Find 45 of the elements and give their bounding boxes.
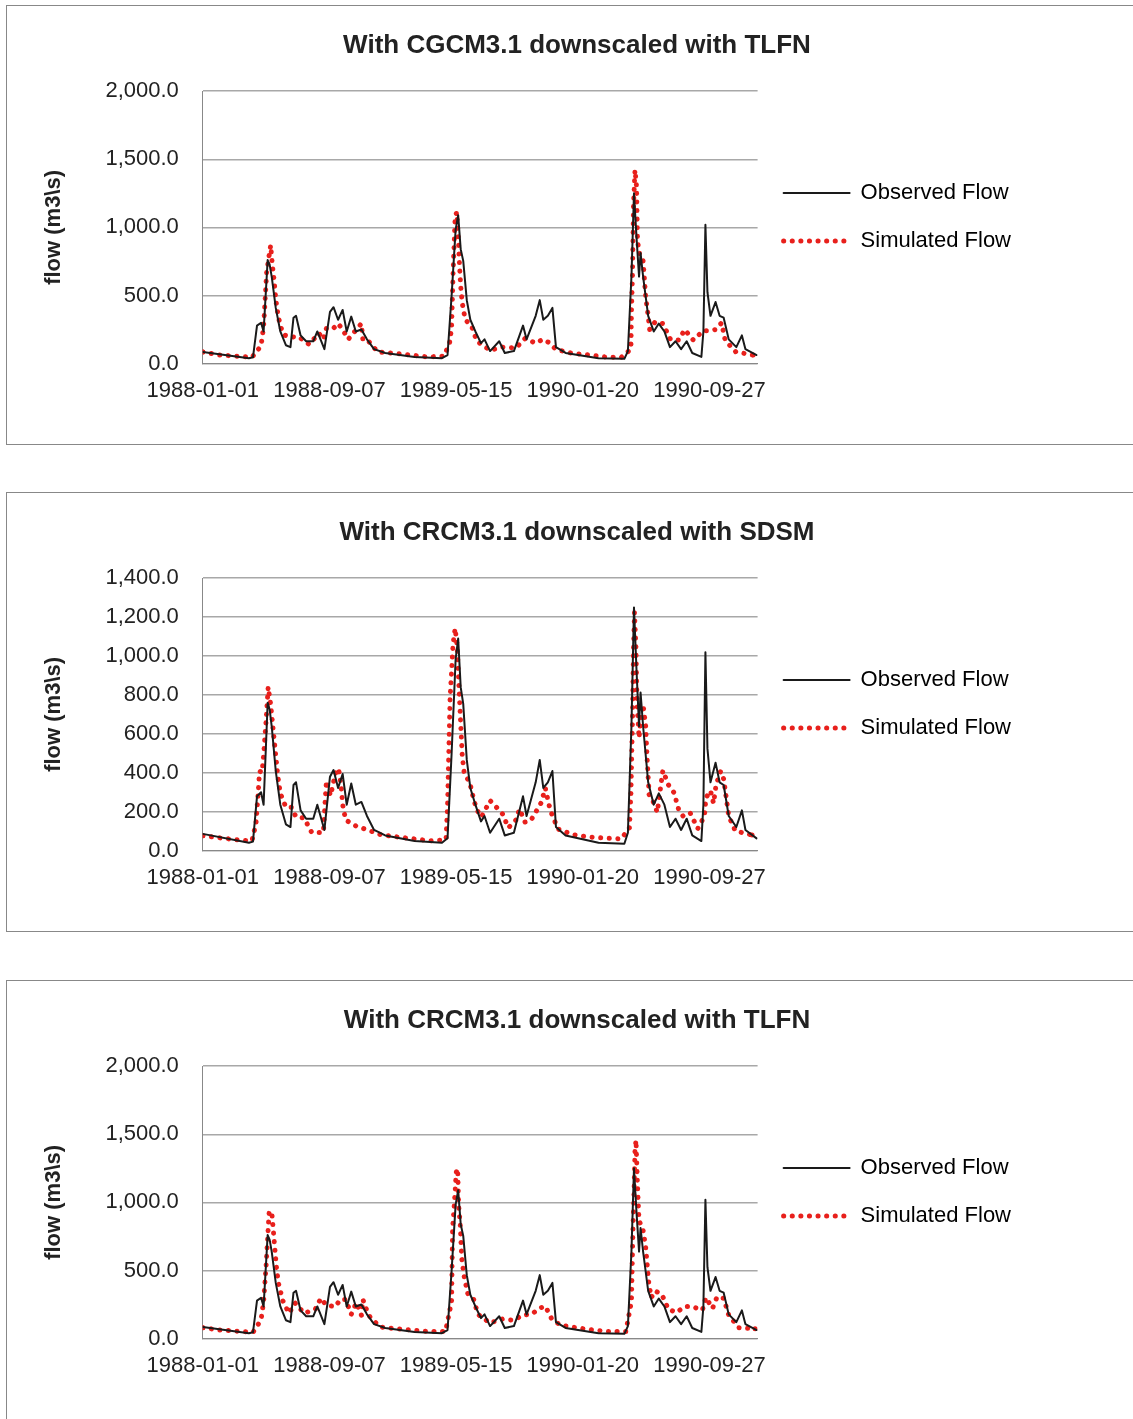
x-tick-label: 1988-01-01 — [146, 863, 260, 889]
x-tick-label: 1988-01-01 — [146, 1351, 260, 1377]
y-tick-label: 1,000.0 — [105, 642, 179, 668]
x-tick-label: 1990-01-20 — [526, 376, 640, 402]
legend-label: Observed Flow — [860, 666, 1009, 692]
x-tick-label: 1988-09-07 — [273, 376, 386, 402]
y-tick-label: 1,400.0 — [105, 564, 179, 590]
y-axis-title: flow (m3\s) — [40, 169, 66, 285]
y-tick-label: 0.0 — [148, 1324, 179, 1350]
x-tick-label: 1990-01-20 — [526, 1351, 640, 1377]
legend-label: Observed Flow — [860, 179, 1009, 205]
y-tick-label: 1,500.0 — [105, 1120, 179, 1146]
y-axis-title: flow (m3\s) — [40, 1144, 66, 1260]
y-tick-label: 2,000.0 — [105, 77, 179, 103]
chart-title: With CRCM3.1 downscaled with SDSM — [339, 515, 815, 546]
y-tick-label: 500.0 — [123, 1256, 179, 1282]
x-tick-label: 1989-05-15 — [399, 863, 513, 889]
chart-title: With CRCM3.1 downscaled with TLFN — [343, 1003, 811, 1034]
x-tick-label: 1988-09-07 — [273, 1351, 386, 1377]
y-tick-label: 0.0 — [148, 349, 179, 375]
x-tick-label: 1990-01-20 — [526, 863, 640, 889]
x-tick-label: 1990-09-27 — [653, 376, 766, 402]
x-tick-label: 1989-05-15 — [399, 1351, 513, 1377]
y-tick-label: 200.0 — [123, 797, 179, 823]
legend-label: Simulated Flow — [860, 714, 1012, 740]
x-tick-label: 1988-01-01 — [146, 376, 260, 402]
legend-label: Observed Flow — [860, 1154, 1009, 1180]
x-tick-label: 1990-09-27 — [653, 863, 766, 889]
chart-title: With CGCM3.1 downscaled with TLFN — [343, 28, 811, 59]
y-tick-label: 1,500.0 — [105, 145, 179, 171]
x-tick-label: 1988-09-07 — [273, 863, 386, 889]
y-tick-label: 1,000.0 — [105, 1188, 179, 1214]
x-tick-label: 1990-09-27 — [653, 1351, 766, 1377]
y-tick-label: 600.0 — [123, 719, 179, 745]
y-tick-label: 400.0 — [123, 758, 179, 784]
y-tick-label: 2,000.0 — [105, 1052, 179, 1078]
y-tick-label: 1,000.0 — [105, 213, 179, 239]
y-tick-label: 800.0 — [123, 681, 179, 707]
y-tick-label: 500.0 — [123, 281, 179, 307]
y-tick-label: 1,200.0 — [105, 603, 179, 629]
y-axis-title: flow (m3\s) — [40, 656, 66, 772]
legend-label: Simulated Flow — [860, 227, 1012, 253]
legend-label: Simulated Flow — [860, 1202, 1012, 1228]
x-tick-label: 1989-05-15 — [399, 376, 513, 402]
y-tick-label: 0.0 — [148, 836, 179, 862]
